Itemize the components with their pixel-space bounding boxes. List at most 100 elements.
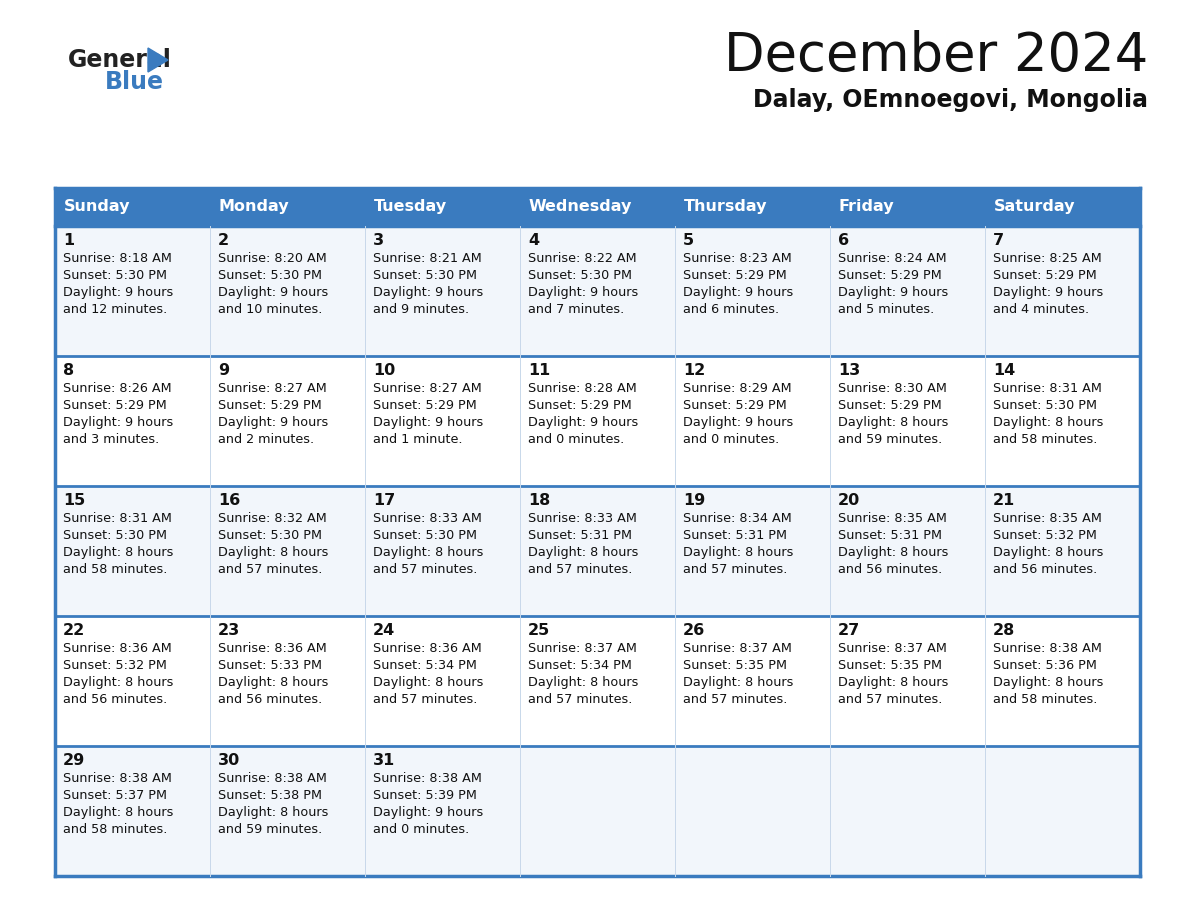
Text: Sunrise: 8:33 AM: Sunrise: 8:33 AM	[373, 512, 482, 525]
Polygon shape	[148, 48, 168, 72]
Text: 3: 3	[373, 233, 384, 248]
Text: and 10 minutes.: and 10 minutes.	[219, 303, 322, 316]
Text: 20: 20	[838, 493, 860, 508]
Text: 9: 9	[219, 363, 229, 378]
Bar	[55, 226, 1140, 356]
Text: and 6 minutes.: and 6 minutes.	[683, 303, 779, 316]
Text: Sunrise: 8:21 AM: Sunrise: 8:21 AM	[373, 252, 482, 265]
Text: 6: 6	[838, 233, 849, 248]
Text: Sunset: 5:36 PM: Sunset: 5:36 PM	[993, 659, 1097, 672]
Text: 23: 23	[219, 623, 240, 638]
Text: and 57 minutes.: and 57 minutes.	[373, 563, 478, 576]
Text: Daylight: 8 hours: Daylight: 8 hours	[373, 676, 484, 689]
Bar	[365, 188, 520, 226]
Text: Sunset: 5:33 PM: Sunset: 5:33 PM	[219, 659, 322, 672]
Text: and 3 minutes.: and 3 minutes.	[63, 433, 159, 446]
Text: Sunrise: 8:25 AM: Sunrise: 8:25 AM	[993, 252, 1101, 265]
Text: 25: 25	[527, 623, 550, 638]
Text: Daylight: 8 hours: Daylight: 8 hours	[993, 676, 1104, 689]
Text: Sunset: 5:30 PM: Sunset: 5:30 PM	[219, 529, 322, 542]
Text: Sunrise: 8:36 AM: Sunrise: 8:36 AM	[63, 642, 172, 655]
Text: General: General	[68, 48, 172, 72]
Text: and 7 minutes.: and 7 minutes.	[527, 303, 624, 316]
Text: and 56 minutes.: and 56 minutes.	[838, 563, 942, 576]
Text: Sunrise: 8:29 AM: Sunrise: 8:29 AM	[683, 382, 791, 395]
Text: Sunrise: 8:38 AM: Sunrise: 8:38 AM	[993, 642, 1102, 655]
Bar	[520, 188, 675, 226]
Text: Sunrise: 8:23 AM: Sunrise: 8:23 AM	[683, 252, 791, 265]
Text: Sunset: 5:29 PM: Sunset: 5:29 PM	[838, 399, 942, 412]
Text: 30: 30	[219, 753, 240, 768]
Text: 26: 26	[683, 623, 706, 638]
Text: Sunrise: 8:33 AM: Sunrise: 8:33 AM	[527, 512, 637, 525]
Text: Daylight: 9 hours: Daylight: 9 hours	[683, 416, 794, 429]
Text: and 58 minutes.: and 58 minutes.	[993, 433, 1098, 446]
Text: 17: 17	[373, 493, 396, 508]
Text: Daylight: 8 hours: Daylight: 8 hours	[219, 546, 328, 559]
Text: and 58 minutes.: and 58 minutes.	[63, 823, 168, 836]
Bar	[55, 356, 1140, 486]
Text: Sunrise: 8:26 AM: Sunrise: 8:26 AM	[63, 382, 171, 395]
Text: Sunset: 5:38 PM: Sunset: 5:38 PM	[219, 789, 322, 802]
Text: and 4 minutes.: and 4 minutes.	[993, 303, 1089, 316]
Text: Daylight: 8 hours: Daylight: 8 hours	[993, 546, 1104, 559]
Text: 18: 18	[527, 493, 550, 508]
Text: and 5 minutes.: and 5 minutes.	[838, 303, 934, 316]
Text: Sunset: 5:31 PM: Sunset: 5:31 PM	[527, 529, 632, 542]
Text: Blue: Blue	[105, 70, 164, 94]
Text: Sunset: 5:30 PM: Sunset: 5:30 PM	[527, 269, 632, 282]
Text: and 57 minutes.: and 57 minutes.	[373, 693, 478, 706]
Text: Sunrise: 8:22 AM: Sunrise: 8:22 AM	[527, 252, 637, 265]
Text: and 12 minutes.: and 12 minutes.	[63, 303, 168, 316]
Text: 5: 5	[683, 233, 694, 248]
Text: Sunrise: 8:30 AM: Sunrise: 8:30 AM	[838, 382, 947, 395]
Text: Sunrise: 8:34 AM: Sunrise: 8:34 AM	[683, 512, 791, 525]
Text: Sunrise: 8:31 AM: Sunrise: 8:31 AM	[63, 512, 172, 525]
Text: and 57 minutes.: and 57 minutes.	[838, 693, 942, 706]
Text: Monday: Monday	[219, 199, 290, 215]
Text: Sunrise: 8:35 AM: Sunrise: 8:35 AM	[838, 512, 947, 525]
Bar	[985, 188, 1140, 226]
Text: Sunrise: 8:38 AM: Sunrise: 8:38 AM	[373, 772, 482, 785]
Text: Thursday: Thursday	[684, 199, 767, 215]
Text: and 59 minutes.: and 59 minutes.	[838, 433, 942, 446]
Text: Sunset: 5:35 PM: Sunset: 5:35 PM	[683, 659, 786, 672]
Text: Daylight: 8 hours: Daylight: 8 hours	[63, 546, 173, 559]
Text: Daylight: 9 hours: Daylight: 9 hours	[683, 286, 794, 299]
Text: and 0 minutes.: and 0 minutes.	[373, 823, 469, 836]
Text: Sunset: 5:32 PM: Sunset: 5:32 PM	[63, 659, 166, 672]
Bar	[55, 616, 1140, 746]
Text: Sunset: 5:29 PM: Sunset: 5:29 PM	[63, 399, 166, 412]
Text: Sunrise: 8:35 AM: Sunrise: 8:35 AM	[993, 512, 1102, 525]
Text: Sunset: 5:29 PM: Sunset: 5:29 PM	[838, 269, 942, 282]
Text: Daylight: 8 hours: Daylight: 8 hours	[219, 676, 328, 689]
Text: Sunset: 5:31 PM: Sunset: 5:31 PM	[683, 529, 786, 542]
Text: 10: 10	[373, 363, 396, 378]
Text: 21: 21	[993, 493, 1016, 508]
Text: and 58 minutes.: and 58 minutes.	[993, 693, 1098, 706]
Text: Daylight: 8 hours: Daylight: 8 hours	[993, 416, 1104, 429]
Text: Sunrise: 8:37 AM: Sunrise: 8:37 AM	[683, 642, 792, 655]
Text: Sunrise: 8:31 AM: Sunrise: 8:31 AM	[993, 382, 1102, 395]
Text: Daylight: 8 hours: Daylight: 8 hours	[373, 546, 484, 559]
Text: and 1 minute.: and 1 minute.	[373, 433, 462, 446]
Text: Sunrise: 8:36 AM: Sunrise: 8:36 AM	[219, 642, 327, 655]
Text: Sunset: 5:31 PM: Sunset: 5:31 PM	[838, 529, 942, 542]
Text: 31: 31	[373, 753, 396, 768]
Text: Sunset: 5:39 PM: Sunset: 5:39 PM	[373, 789, 476, 802]
Text: Sunset: 5:29 PM: Sunset: 5:29 PM	[527, 399, 632, 412]
Text: and 56 minutes.: and 56 minutes.	[993, 563, 1098, 576]
Text: Daylight: 8 hours: Daylight: 8 hours	[527, 546, 638, 559]
Text: Sunrise: 8:27 AM: Sunrise: 8:27 AM	[219, 382, 327, 395]
Text: Daylight: 8 hours: Daylight: 8 hours	[683, 546, 794, 559]
Text: Sunset: 5:34 PM: Sunset: 5:34 PM	[527, 659, 632, 672]
Text: Daylight: 9 hours: Daylight: 9 hours	[63, 286, 173, 299]
Text: and 56 minutes.: and 56 minutes.	[219, 693, 322, 706]
Text: Daylight: 9 hours: Daylight: 9 hours	[373, 806, 484, 819]
Text: Daylight: 9 hours: Daylight: 9 hours	[527, 416, 638, 429]
Text: and 0 minutes.: and 0 minutes.	[527, 433, 624, 446]
Text: Daylight: 9 hours: Daylight: 9 hours	[219, 416, 328, 429]
Text: Friday: Friday	[839, 199, 895, 215]
Text: and 58 minutes.: and 58 minutes.	[63, 563, 168, 576]
Text: Sunset: 5:35 PM: Sunset: 5:35 PM	[838, 659, 942, 672]
